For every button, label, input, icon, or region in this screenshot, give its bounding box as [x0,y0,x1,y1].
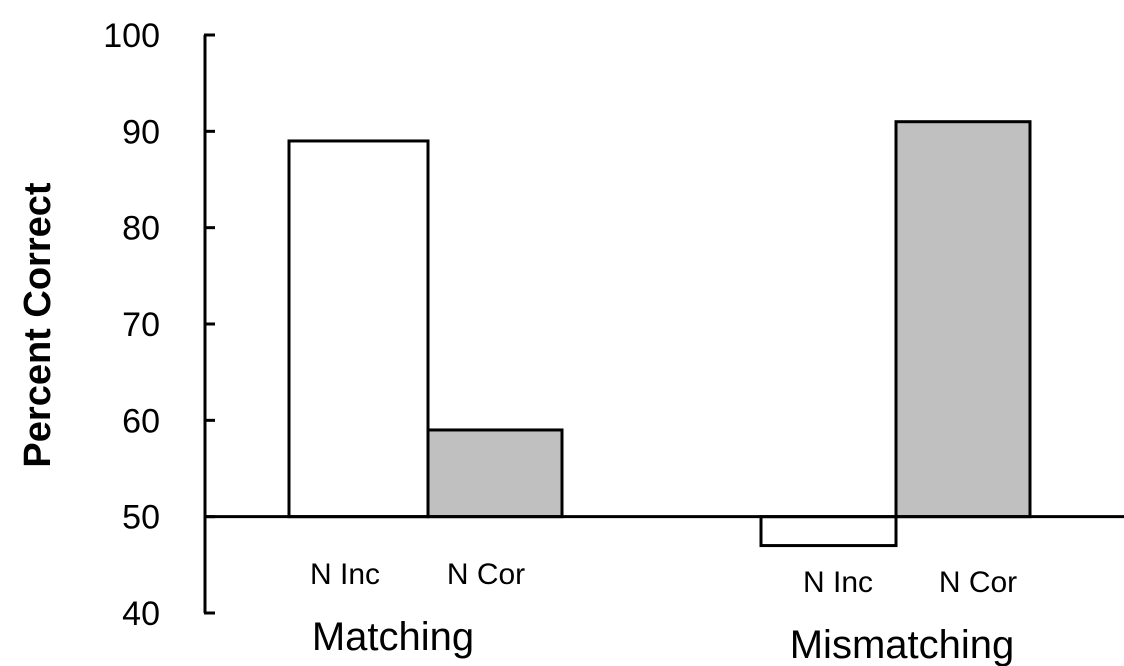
bar-label: N Cor [939,566,1017,599]
bars [287,120,1032,548]
y-tick-label: 80 [122,210,160,248]
bar-label: N Inc [310,558,380,591]
y-tick-label: 40 [122,595,160,633]
y-axis: 40 50 60 70 80 90 100 [103,17,215,633]
y-tick-label: 100 [103,17,160,55]
bar-label: N Cor [447,558,525,591]
bar-mismatching-n-cor [894,120,1032,519]
y-axis-label: Percent Correct [17,182,59,467]
y-tick-label: 70 [122,306,160,344]
bar-matching-n-cor [426,428,564,519]
bar-matching-n-inc [287,139,430,519]
group-label-matching: Matching [312,615,474,659]
group-label-mismatching: Mismatching [790,623,1015,666]
y-tick-label: 50 [122,499,160,537]
y-tick-label: 60 [122,402,160,440]
bar-label: N Inc [803,566,873,599]
bar-mismatching-n-inc [759,515,898,548]
y-tick-label: 90 [122,113,160,151]
bar-labels: N Inc N Cor N Inc N Cor Matching Mismatching [310,558,1017,666]
